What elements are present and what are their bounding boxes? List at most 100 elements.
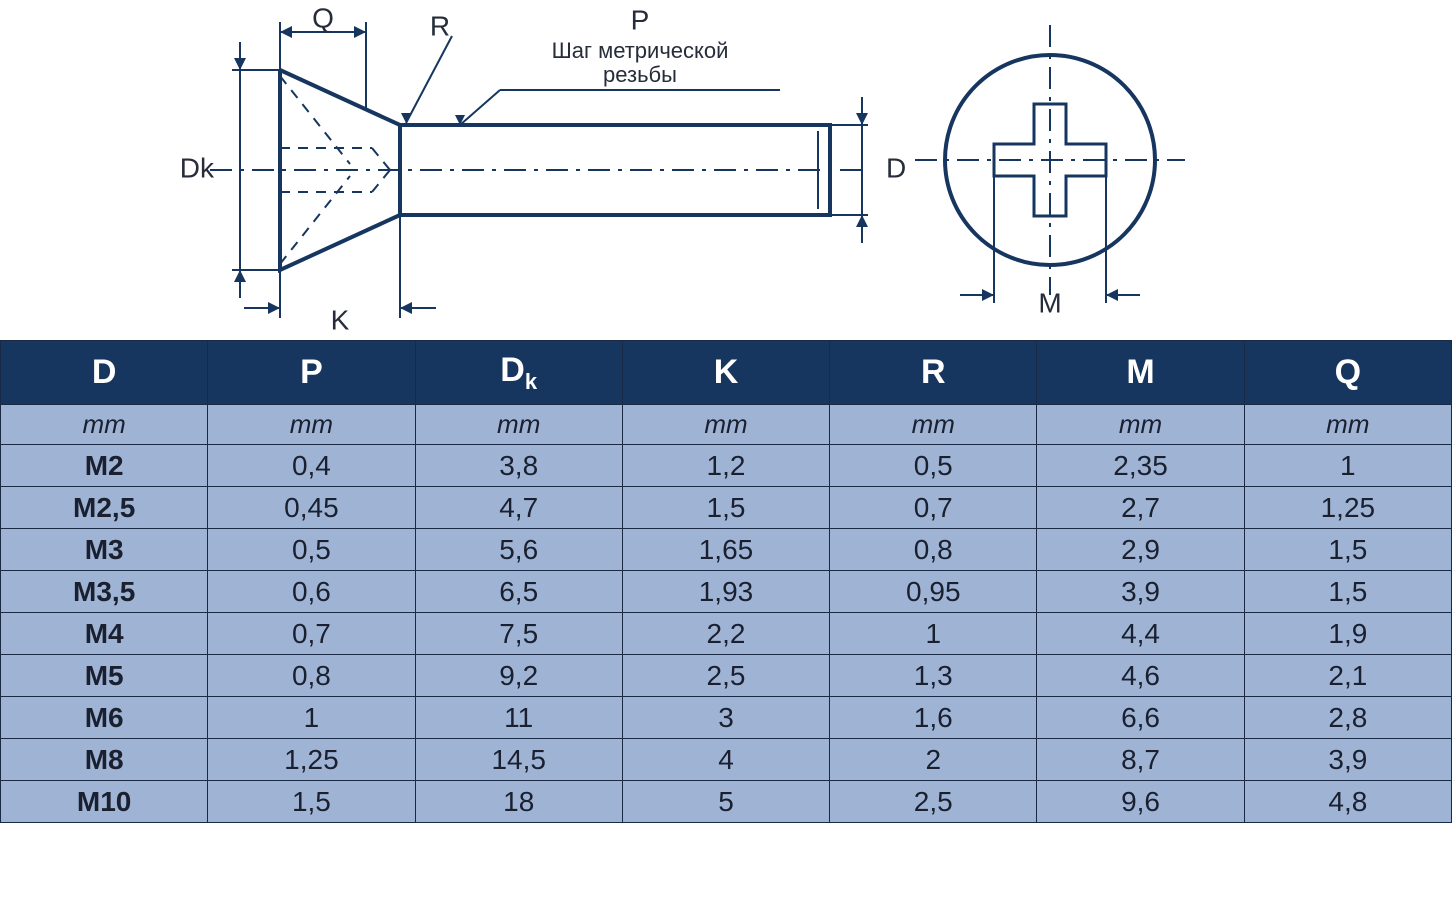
table-cell: 0,7 xyxy=(208,613,415,655)
table-cell: 1,5 xyxy=(1244,529,1451,571)
table-row: M2,50,454,71,50,72,71,25 xyxy=(1,487,1452,529)
table-header-row: D P Dk K R M Q xyxy=(1,341,1452,405)
table-row: M40,77,52,214,41,9 xyxy=(1,613,1452,655)
table-cell: 1,2 xyxy=(622,445,829,487)
table-cell: M5 xyxy=(1,655,208,697)
svg-text:D: D xyxy=(886,152,906,183)
table-cell: 5,6 xyxy=(415,529,622,571)
table-cell: 1 xyxy=(208,697,415,739)
table-row: M30,55,61,650,82,91,5 xyxy=(1,529,1452,571)
table-cell: 1,93 xyxy=(622,571,829,613)
unit-cell: mm xyxy=(415,405,622,445)
table-cell: 0,95 xyxy=(830,571,1037,613)
table-cell: 0,7 xyxy=(830,487,1037,529)
table-cell: 2 xyxy=(830,739,1037,781)
svg-text:Шаг метрической: Шаг метрической xyxy=(552,38,729,63)
table-cell: 4 xyxy=(622,739,829,781)
svg-text:P: P xyxy=(631,4,650,35)
table-cell: 1,5 xyxy=(622,487,829,529)
col-D: D xyxy=(1,341,208,405)
table-cell: 3 xyxy=(622,697,829,739)
table-cell: 6,5 xyxy=(415,571,622,613)
table-cell: 4,7 xyxy=(415,487,622,529)
table-cell: 1 xyxy=(830,613,1037,655)
col-P: P xyxy=(208,341,415,405)
table-cell: 5 xyxy=(622,781,829,823)
table-cell: 1,65 xyxy=(622,529,829,571)
table-cell: 1,3 xyxy=(830,655,1037,697)
table-cell: 0,45 xyxy=(208,487,415,529)
svg-text:K: K xyxy=(331,304,350,335)
table-cell: M2 xyxy=(1,445,208,487)
table-cell: 14,5 xyxy=(415,739,622,781)
col-R: R xyxy=(830,341,1037,405)
table-cell: 2,5 xyxy=(622,655,829,697)
table-cell: M6 xyxy=(1,697,208,739)
table-cell: 9,6 xyxy=(1037,781,1244,823)
svg-text:R: R xyxy=(430,10,450,41)
table-cell: 1,25 xyxy=(1244,487,1451,529)
table-cell: 3,8 xyxy=(415,445,622,487)
table-row: M3,50,66,51,930,953,91,5 xyxy=(1,571,1452,613)
table-units-row: mmmmmmmmmmmmmm xyxy=(1,405,1452,445)
table-cell: 3,9 xyxy=(1244,739,1451,781)
table-cell: 2,35 xyxy=(1037,445,1244,487)
svg-text:резьбы: резьбы xyxy=(603,62,677,87)
table-cell: 18 xyxy=(415,781,622,823)
table-cell: 1,5 xyxy=(208,781,415,823)
unit-cell: mm xyxy=(1,405,208,445)
table-cell: 2,5 xyxy=(830,781,1037,823)
unit-cell: mm xyxy=(1244,405,1451,445)
table-row: M20,43,81,20,52,351 xyxy=(1,445,1452,487)
table-cell: 0,6 xyxy=(208,571,415,613)
col-Q: Q xyxy=(1244,341,1451,405)
table-cell: 2,1 xyxy=(1244,655,1451,697)
table-cell: 11 xyxy=(415,697,622,739)
table-cell: 8,7 xyxy=(1037,739,1244,781)
table-cell: 6,6 xyxy=(1037,697,1244,739)
table-cell: 0,4 xyxy=(208,445,415,487)
table-cell: 4,4 xyxy=(1037,613,1244,655)
table-cell: 4,6 xyxy=(1037,655,1244,697)
table-cell: M3 xyxy=(1,529,208,571)
table-body: mmmmmmmmmmmmmmM20,43,81,20,52,351M2,50,4… xyxy=(1,405,1452,823)
table-cell: 2,9 xyxy=(1037,529,1244,571)
table-cell: 0,5 xyxy=(208,529,415,571)
table-row: M101,51852,59,64,8 xyxy=(1,781,1452,823)
table-cell: 9,2 xyxy=(415,655,622,697)
table-cell: 3,9 xyxy=(1037,571,1244,613)
table-row: M81,2514,5428,73,9 xyxy=(1,739,1452,781)
table-cell: 1,25 xyxy=(208,739,415,781)
unit-cell: mm xyxy=(208,405,415,445)
table-cell: 1,9 xyxy=(1244,613,1451,655)
table-cell: 1,6 xyxy=(830,697,1037,739)
svg-text:M: M xyxy=(1038,287,1061,318)
table-cell: 4,8 xyxy=(1244,781,1451,823)
screw-diagram: Q R P Шаг метрическойрезьбы Dk D K M xyxy=(0,0,1452,340)
spec-table: D P Dk K R M Q mmmmmmmmmmmmmmM20,43,81,2… xyxy=(0,340,1452,823)
table-cell: 0,8 xyxy=(208,655,415,697)
col-M: M xyxy=(1037,341,1244,405)
table-cell: 2,7 xyxy=(1037,487,1244,529)
table-cell: M4 xyxy=(1,613,208,655)
table-cell: 1 xyxy=(1244,445,1451,487)
col-K: K xyxy=(622,341,829,405)
table-cell: M2,5 xyxy=(1,487,208,529)
table-cell: M10 xyxy=(1,781,208,823)
unit-cell: mm xyxy=(622,405,829,445)
table-cell: 2,2 xyxy=(622,613,829,655)
table-cell: 1,5 xyxy=(1244,571,1451,613)
table-cell: 2,8 xyxy=(1244,697,1451,739)
col-Dk: Dk xyxy=(415,341,622,405)
table-row: M50,89,22,51,34,62,1 xyxy=(1,655,1452,697)
table-cell: 7,5 xyxy=(415,613,622,655)
table-cell: 0,5 xyxy=(830,445,1037,487)
table-cell: M8 xyxy=(1,739,208,781)
table-cell: M3,5 xyxy=(1,571,208,613)
unit-cell: mm xyxy=(830,405,1037,445)
table-cell: 0,8 xyxy=(830,529,1037,571)
svg-text:Q: Q xyxy=(312,2,334,33)
table-row: M611131,66,62,8 xyxy=(1,697,1452,739)
unit-cell: mm xyxy=(1037,405,1244,445)
svg-text:Dk: Dk xyxy=(180,152,215,183)
